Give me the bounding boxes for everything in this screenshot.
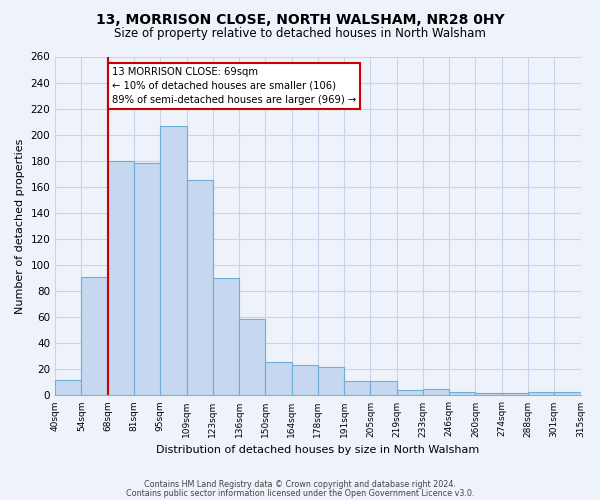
Bar (528, 392, 554, 396)
Text: 13, MORRISON CLOSE, NORTH WALSHAM, NR28 0HY: 13, MORRISON CLOSE, NORTH WALSHAM, NR28 … (95, 12, 505, 26)
Bar (213, 278, 239, 396)
Text: 13 MORRISON CLOSE: 69sqm
← 10% of detached houses are smaller (106)
89% of semi-: 13 MORRISON CLOSE: 69sqm ← 10% of detach… (112, 67, 356, 105)
Bar (370, 381, 397, 396)
Bar (160, 126, 187, 396)
Bar (239, 318, 265, 396)
Bar (397, 390, 423, 396)
Bar (554, 392, 581, 396)
X-axis label: Distribution of detached houses by size in North Walsham: Distribution of detached houses by size … (156, 445, 479, 455)
Bar (318, 367, 344, 396)
Bar (108, 161, 134, 396)
Bar (475, 393, 502, 396)
Bar (187, 180, 213, 396)
Bar (344, 381, 370, 396)
Bar (449, 392, 475, 396)
Bar (134, 164, 160, 396)
Bar (82, 277, 108, 396)
Text: Size of property relative to detached houses in North Walsham: Size of property relative to detached ho… (114, 28, 486, 40)
Bar (502, 393, 528, 396)
Bar (423, 389, 449, 396)
Bar (55, 380, 82, 396)
Y-axis label: Number of detached properties: Number of detached properties (15, 138, 25, 314)
Bar (292, 366, 318, 396)
Text: Contains public sector information licensed under the Open Government Licence v3: Contains public sector information licen… (126, 488, 474, 498)
Bar (265, 362, 292, 396)
Text: Contains HM Land Registry data © Crown copyright and database right 2024.: Contains HM Land Registry data © Crown c… (144, 480, 456, 489)
